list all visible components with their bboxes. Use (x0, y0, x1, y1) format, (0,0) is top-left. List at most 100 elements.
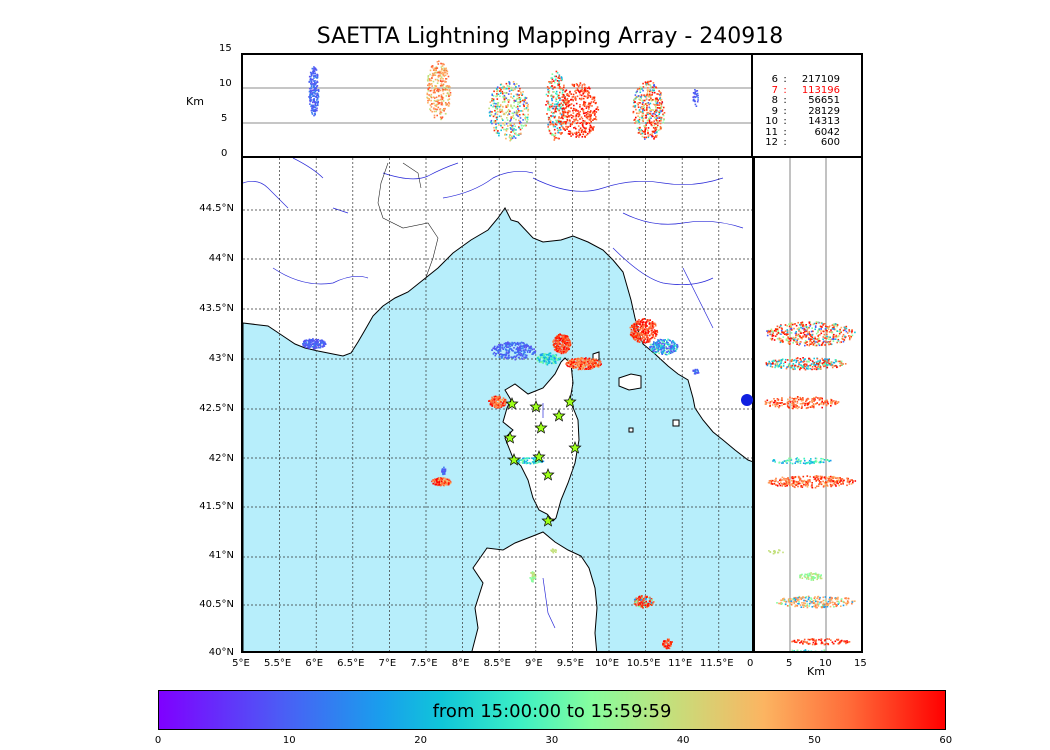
altitude-longitude-plot (243, 60, 751, 142)
lightning-cluster (488, 395, 507, 409)
station-star-icon (529, 400, 543, 413)
latitude-label: 40.5°N (199, 599, 234, 610)
latitude-label: 40°N (208, 647, 234, 658)
station-star-icon (503, 431, 517, 444)
station-count-n: 10 (765, 116, 778, 127)
longitude-label: 9°E (524, 658, 543, 669)
altitude-cluster (692, 89, 699, 107)
separator: : (783, 116, 787, 127)
top-panel-unit-label: Km (186, 95, 204, 108)
altitude-cluster (426, 60, 452, 121)
latitude-label: 42.5°N (199, 403, 234, 414)
lightning-cluster (649, 338, 679, 356)
sardinia (471, 531, 598, 651)
latitude-label: 41.5°N (199, 501, 234, 512)
altitude-cluster (488, 81, 530, 142)
longitude-label: 11°E (668, 658, 693, 669)
station-star-icon (552, 409, 566, 422)
lightning-cluster (491, 341, 537, 361)
page-title: SAETTA Lightning Mapping Array - 240918 (316, 24, 784, 49)
station-star-icon (568, 441, 582, 454)
station-count-n: 8 (771, 95, 778, 106)
colorbar-tick: 30 (545, 735, 559, 746)
station-count-row: 11: 6042 (760, 126, 840, 139)
colorbar-tick: 60 (939, 735, 953, 746)
lightning-cluster (633, 595, 655, 609)
altitude-cluster (558, 82, 600, 138)
station-count-row: 9: 28129 (760, 105, 840, 118)
station-star-icon (505, 397, 519, 410)
station-count-n: 12 (765, 137, 778, 148)
separator: : (783, 105, 787, 117)
lightning-cluster (552, 333, 572, 355)
colorbar-tick: 50 (808, 735, 821, 746)
lightning-cluster (550, 548, 557, 554)
lightning-cluster (431, 477, 452, 487)
map (243, 158, 752, 651)
altitude-latitude-plot (764, 158, 857, 651)
longitude-label: 10°E (594, 658, 620, 669)
altitude-cluster (632, 80, 666, 140)
latitude-label: 42°N (208, 453, 234, 464)
altitude-cluster (765, 357, 847, 371)
longitude-label: 7°E (378, 658, 397, 669)
top-y-tick: 10 (219, 78, 232, 89)
side-x-tick: 5 (786, 658, 793, 669)
latitude-label: 43°N (208, 353, 234, 364)
station-star-icon (541, 514, 555, 527)
side-x-tick: 0 (747, 658, 754, 669)
station-count-row: 6: 217109 (760, 74, 840, 86)
altitude-latitude-panel (752, 156, 863, 653)
longitude-label: 9.5°E (556, 658, 584, 669)
station-count-value: 600 (820, 137, 840, 148)
corsica (502, 357, 580, 522)
station-count-value: 14313 (808, 116, 840, 127)
colorbar-time-range: from 15:00:00 to 15:59:59 (432, 701, 672, 722)
altitude-cluster (767, 475, 857, 489)
station-star-icon (541, 468, 555, 481)
station-count-row: 7: 113196 (760, 84, 840, 97)
altitude-cluster (766, 321, 856, 347)
station-star-icon (534, 421, 548, 434)
longitude-label: 8.5°E (483, 658, 511, 669)
colorbar-tick: 0 (154, 735, 162, 746)
altitude-cluster (772, 457, 832, 465)
station-count-row: 8: 56651 (760, 95, 840, 107)
station-count-n: 11 (765, 126, 778, 138)
longitude-label: 5.5°E (263, 658, 292, 669)
colorbar-tick: 20 (414, 735, 427, 746)
station-count-n: 9 (771, 105, 778, 117)
colorbar-tick: 40 (676, 735, 690, 746)
stats-panel: 6:217109 7:113196 8:56651 9:28129 10:14313 11… (752, 53, 863, 158)
altitude-cluster (764, 396, 840, 410)
separator: : (783, 95, 787, 106)
station-count-value: 113196 (801, 84, 840, 96)
station-count-row: 10: 14313 (760, 116, 840, 128)
side-x-tick: 10 (819, 658, 832, 669)
longitude-label: 10.5°E (626, 658, 661, 669)
longitude-label: 6°E (305, 658, 324, 669)
lightning-cluster (536, 352, 562, 366)
station-count-value: 6042 (814, 126, 840, 138)
latitude-label: 43.5°N (199, 303, 234, 314)
lightning-cluster (692, 368, 700, 375)
station-star-icon (507, 453, 521, 466)
altitude-cluster (791, 638, 851, 646)
station-count-row: 12: 600 (760, 137, 840, 149)
station-count-n: 7 (771, 84, 778, 96)
lightning-cluster (662, 638, 673, 650)
altitude-longitude-panel (241, 53, 753, 158)
altitude-cluster (791, 649, 826, 651)
lightning-cluster (441, 466, 447, 476)
map-panel (241, 156, 754, 653)
station-count-list: 6:217109 7:113196 8:56651 9:28129 10:14313 11… (760, 74, 840, 149)
lightning-cluster (302, 338, 327, 350)
separator: : (783, 74, 787, 85)
colorbar-tick: 10 (282, 735, 296, 746)
sea (243, 207, 752, 651)
altitude-cluster (799, 572, 823, 581)
altitude-cluster (308, 66, 320, 117)
separator: : (783, 137, 787, 148)
altitude-cluster (776, 595, 856, 609)
station-count-value: 28129 (808, 105, 840, 117)
